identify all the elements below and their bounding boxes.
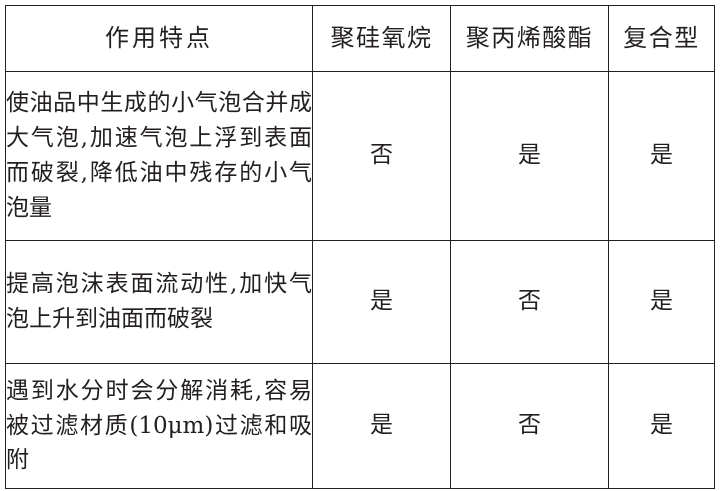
column-header-polyacrylate-label: 聚丙烯酸酯 [465,24,594,53]
value-cell-composite: 是 [608,71,715,241]
column-header-polysiloxane: 聚硅氧烷 [312,5,451,72]
column-header-polysiloxane-label: 聚硅氧烷 [330,24,433,53]
feature-text: 提高泡沫表面流动性,加快气泡上升到油面而破裂 [6,271,312,332]
column-header-feature-label: 作用特点 [105,24,213,53]
value-cell-composite: 是 [608,363,715,489]
value-text: 否 [370,142,393,169]
feature-cell: 提高泡沫表面流动性,加快气泡上升到油面而破裂 [5,240,313,364]
value-cell-polysiloxane: 是 [312,240,451,364]
value-text: 否 [518,288,541,315]
value-text: 是 [370,288,393,315]
column-header-polyacrylate: 聚丙烯酸酯 [450,5,609,72]
value-text: 否 [518,412,541,439]
table-row: 提高泡沫表面流动性,加快气泡上升到油面而破裂 是 否 是 [5,240,715,364]
value-cell-polyacrylate: 是 [450,71,609,241]
column-header-composite: 复合型 [608,5,715,72]
table-row: 使油品中生成的小气泡合并成大气泡,加速气泡上浮到表面而破裂,降低油中残存的小气泡… [5,71,715,241]
value-cell-polyacrylate: 否 [450,363,609,489]
table-body: 使油品中生成的小气泡合并成大气泡,加速气泡上浮到表面而破裂,降低油中残存的小气泡… [5,71,715,489]
value-text: 是 [650,142,673,169]
value-text: 是 [650,288,673,315]
table-header-row: 作用特点 聚硅氧烷 聚丙烯酸酯 复合型 [5,5,715,72]
feature-cell: 使油品中生成的小气泡合并成大气泡,加速气泡上浮到表面而破裂,降低油中残存的小气泡… [5,71,313,241]
column-header-feature: 作用特点 [5,5,313,72]
defoamer-comparison-table: 作用特点 聚硅氧烷 聚丙烯酸酯 复合型 使油品中生成的小气泡合并成大气泡,加速气… [5,5,715,489]
value-cell-polysiloxane: 否 [312,71,451,241]
value-text: 是 [518,142,541,169]
feature-text: 使油品中生成的小气泡合并成大气泡,加速气泡上浮到表面而破裂,降低油中残存的小气泡… [6,90,312,221]
value-text: 是 [370,412,393,439]
column-header-composite-label: 复合型 [623,24,700,53]
table-header: 作用特点 聚硅氧烷 聚丙烯酸酯 复合型 [5,5,715,72]
value-cell-polysiloxane: 是 [312,363,451,489]
table-row: 遇到水分时会分解消耗,容易被过滤材质(10μm)过滤和吸附 是 否 是 [5,363,715,489]
value-text: 是 [650,412,673,439]
value-cell-composite: 是 [608,240,715,364]
feature-cell: 遇到水分时会分解消耗,容易被过滤材质(10μm)过滤和吸附 [5,363,313,489]
feature-text: 遇到水分时会分解消耗,容易被过滤材质(10μm)过滤和吸附 [6,377,312,474]
value-cell-polyacrylate: 否 [450,240,609,364]
